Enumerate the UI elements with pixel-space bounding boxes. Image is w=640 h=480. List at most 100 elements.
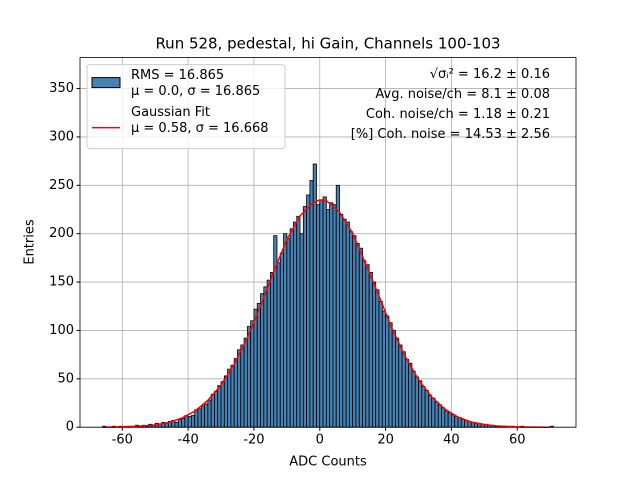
bar [437, 404, 442, 428]
bar [246, 326, 252, 428]
annotation: √σᵢ² = 16.2 ± 0.16 [430, 67, 550, 82]
bar [454, 416, 459, 428]
bar [184, 415, 189, 428]
bar [421, 386, 426, 428]
bar [434, 401, 439, 428]
bar [279, 252, 284, 428]
bar [329, 202, 334, 428]
bar [322, 196, 327, 428]
bar [243, 337, 248, 428]
legend-label: RMS = 16.865 μ = 0.0, σ = 16.865 [131, 68, 261, 99]
bar [335, 184, 340, 428]
legend-box [86, 64, 286, 150]
bar [240, 344, 245, 428]
bar [401, 351, 406, 428]
bar [263, 286, 268, 428]
x-tick-label: 0 [316, 433, 324, 448]
bar [348, 231, 354, 428]
bar [299, 233, 304, 428]
bar [174, 421, 179, 428]
y-tick-label: 0 [66, 420, 74, 435]
bar [451, 414, 456, 428]
bar [358, 247, 363, 428]
bar [223, 375, 229, 428]
bar [372, 281, 377, 428]
axes-frame [79, 57, 577, 428]
y-tick-label: 200 [49, 226, 74, 241]
bar [375, 289, 380, 428]
bar [230, 364, 235, 428]
legend-label: Gaussian Fit μ = 0.58, σ = 16.668 [131, 105, 269, 136]
bar [342, 218, 347, 428]
y-tick-label: 50 [57, 371, 74, 386]
bar [270, 271, 275, 428]
bar [283, 233, 288, 428]
x-tick-label: 40 [443, 433, 460, 448]
bar [197, 408, 202, 428]
bar [194, 409, 199, 428]
x-tick-label: 20 [377, 433, 394, 448]
bar [204, 403, 209, 428]
y-axis-label: Entries [23, 219, 38, 265]
bar [411, 370, 416, 428]
bar [217, 385, 222, 428]
bar [276, 262, 281, 428]
bar [444, 410, 449, 428]
bar [233, 358, 238, 428]
x-tick-label: -40 [178, 433, 199, 448]
bar [286, 238, 291, 428]
bar [266, 279, 271, 428]
bar [355, 242, 360, 428]
bar [302, 206, 308, 428]
bar [447, 412, 452, 428]
y-tick-label: 300 [49, 129, 74, 144]
bar [296, 215, 301, 428]
bar [253, 308, 258, 428]
bar [250, 320, 255, 428]
bar [368, 271, 373, 428]
bar [306, 194, 311, 428]
bar [381, 310, 386, 428]
x-tick-label: -20 [243, 433, 264, 448]
y-tick-label: 250 [49, 178, 74, 193]
x-axis-label: ADC Counts [289, 455, 367, 470]
bar [181, 418, 186, 428]
bar [391, 330, 396, 428]
annotation: Coh. noise/ch = 1.18 ± 0.21 [366, 107, 550, 122]
bar [404, 359, 410, 428]
bar [457, 417, 462, 428]
annotation: Avg. noise/ch = 8.1 ± 0.08 [375, 87, 550, 102]
bar [427, 394, 433, 428]
x-tick-label: -60 [112, 433, 133, 448]
bar [362, 260, 367, 428]
bar [200, 405, 205, 428]
bar [316, 204, 321, 428]
y-tick-label: 100 [49, 323, 74, 338]
chart-title: Run 528, pedestal, hi Gain, Channels 100… [155, 35, 500, 53]
bar [256, 302, 261, 428]
bar [164, 422, 169, 428]
bar [345, 221, 350, 428]
bar [210, 393, 215, 428]
bar [339, 213, 344, 428]
bar [431, 397, 436, 428]
bar [187, 416, 192, 428]
bar [441, 407, 446, 428]
bar [414, 376, 419, 428]
bar [237, 349, 242, 428]
bar [227, 368, 232, 428]
annotation: [%] Coh. noise = 14.53 ± 2.56 [351, 127, 550, 142]
bar [395, 337, 400, 428]
bar [260, 293, 265, 428]
bar [312, 163, 317, 428]
bar [220, 381, 225, 428]
y-tick-label: 150 [49, 275, 74, 290]
bar [385, 315, 390, 428]
bar [191, 415, 196, 428]
bar [177, 419, 182, 428]
bar [332, 204, 337, 428]
bar [464, 420, 469, 428]
legend-swatch [91, 77, 121, 89]
